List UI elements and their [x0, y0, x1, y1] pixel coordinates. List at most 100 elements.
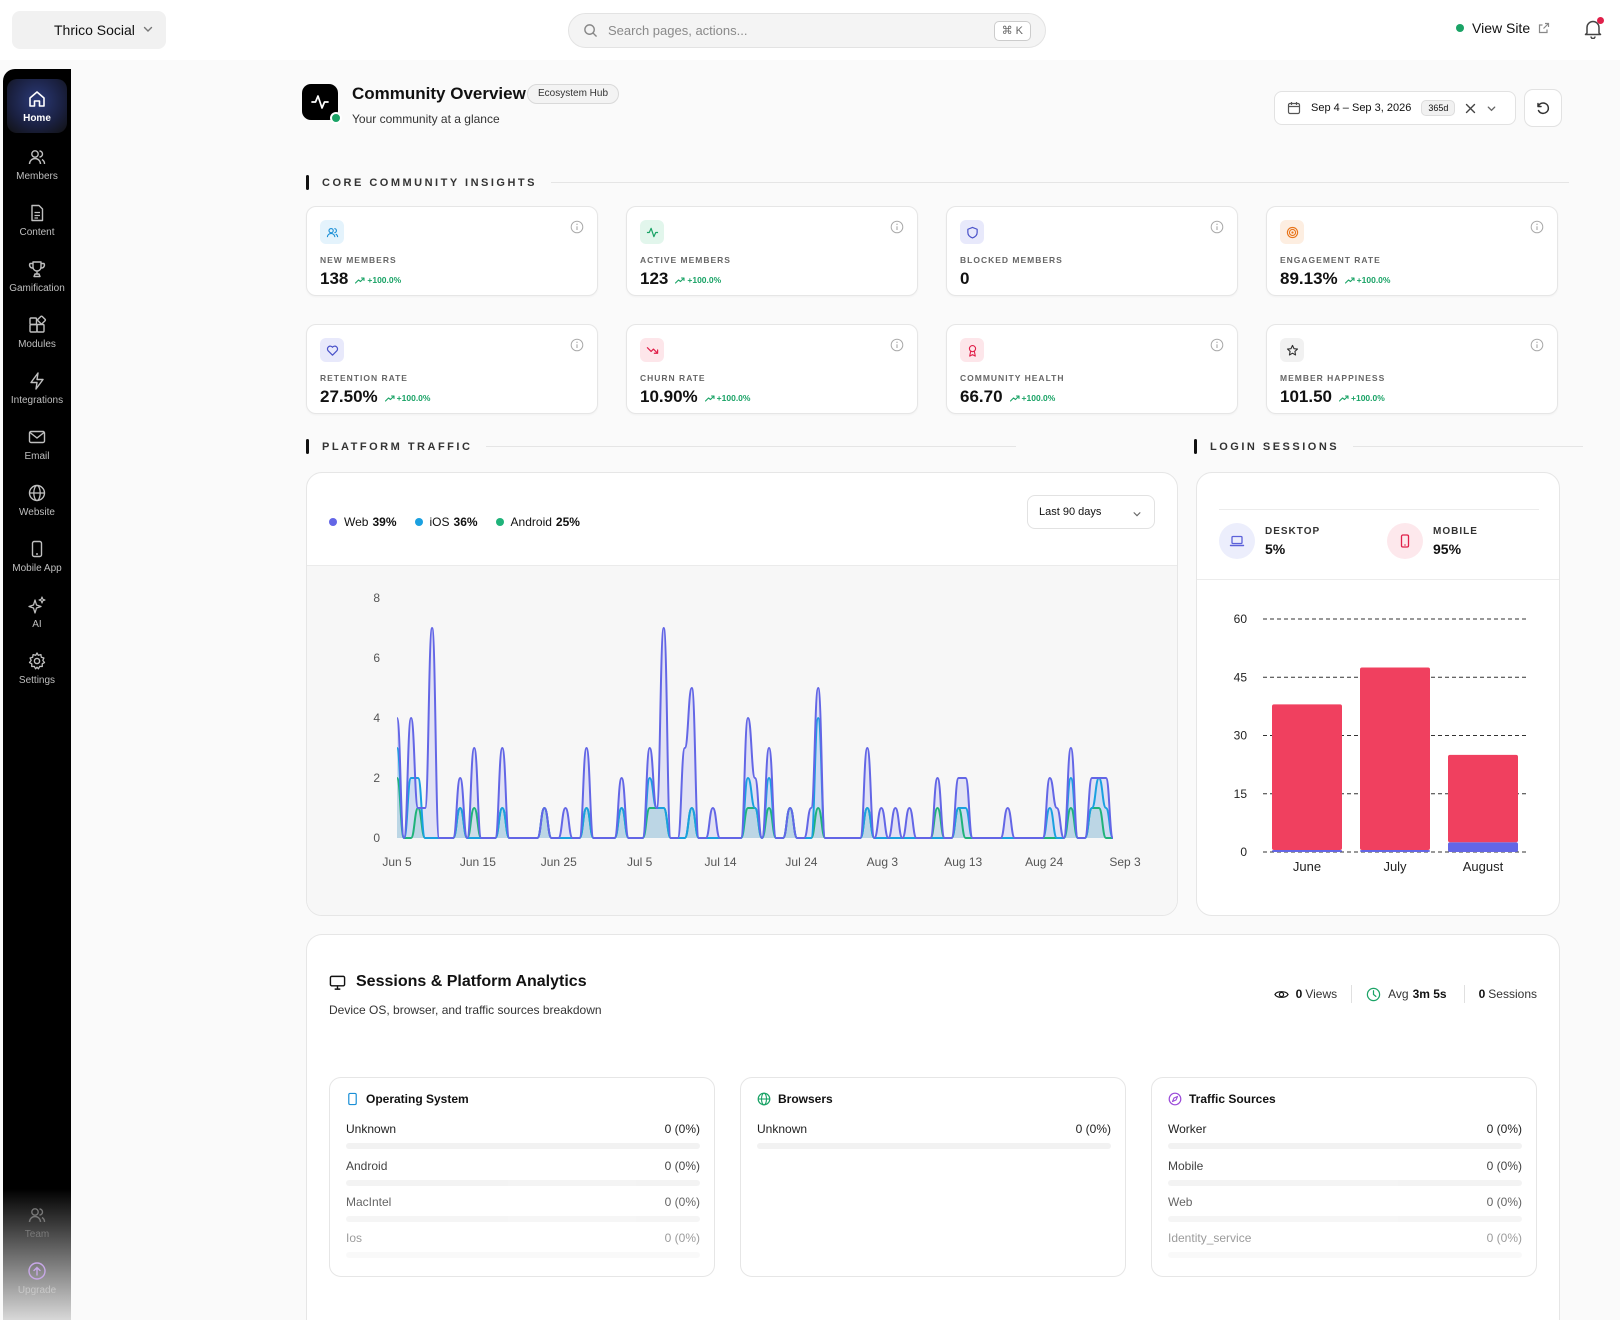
- info-icon[interactable]: [1530, 338, 1544, 352]
- legend-item-ios[interactable]: iOS 36%: [414, 515, 478, 529]
- avg-duration-metric: Avg 3m 5s: [1366, 987, 1450, 1002]
- desktop-label: DESKTOP: [1265, 525, 1321, 537]
- sidebar-item-modules[interactable]: Modules: [7, 305, 67, 359]
- stat-card-member-happiness[interactable]: MEMBER HAPPINESS 101.50 +100.0%: [1266, 324, 1558, 414]
- stat-value: 89.13%: [1280, 269, 1338, 288]
- bar-desktop-august: [1448, 842, 1518, 852]
- stat-card-community-health[interactable]: COMMUNITY HEALTH 66.70 +100.0%: [946, 324, 1238, 414]
- sidebar-item-label: Email: [24, 450, 50, 462]
- operating-system-card: Operating System Unknown 0 (0%) Android 0 …: [329, 1077, 715, 1277]
- search-bar[interactable]: Search pages, actions... ⌘ K: [568, 13, 1046, 48]
- analytics-title: Sessions & Platform Analytics: [356, 973, 587, 990]
- sidebar-item-label: Home: [23, 112, 51, 124]
- notifications-button[interactable]: [1584, 17, 1604, 39]
- legend-item-web[interactable]: Web 39%: [329, 515, 397, 529]
- sidebar-item-home[interactable]: Home: [7, 79, 67, 133]
- stat-value-row: 138 +100.0%: [320, 269, 401, 289]
- stat-card-blocked-members[interactable]: BLOCKED MEMBERS 0: [946, 206, 1238, 296]
- row-value: 0 (0%): [1486, 1195, 1522, 1209]
- sidebar-item-upgrade[interactable]: Upgrade: [7, 1251, 67, 1305]
- view-site-link[interactable]: View Site: [1456, 20, 1550, 36]
- sidebar-item-gamification[interactable]: Gamification: [7, 249, 67, 303]
- stat-value-row: 89.13% +100.0%: [1280, 269, 1390, 289]
- page-subtitle: Your community at a glance: [352, 112, 500, 126]
- row-name: Web: [1168, 1195, 1193, 1209]
- legend-item-android[interactable]: Android 25%: [495, 515, 580, 529]
- metric-divider: [1463, 985, 1465, 1003]
- stat-card-churn-rate[interactable]: CHURN RATE 10.90% +100.0%: [626, 324, 918, 414]
- info-icon[interactable]: [1210, 220, 1224, 234]
- workspace-switcher[interactable]: Thrico Social: [12, 11, 166, 49]
- stat-card-retention-rate[interactable]: RETENTION RATE 27.50% +100.0%: [306, 324, 598, 414]
- row-name: Worker: [1168, 1122, 1207, 1136]
- y-tick-label: 0: [1240, 845, 1247, 859]
- trend-value: +100.0%: [1021, 393, 1056, 403]
- home-icon: [27, 89, 47, 109]
- y-tick-label: 15: [1234, 787, 1248, 801]
- globe-icon: [27, 483, 47, 503]
- row-value: 0 (0%): [664, 1122, 700, 1136]
- info-icon[interactable]: [890, 220, 904, 234]
- sidebar-item-integrations[interactable]: Integrations: [7, 361, 67, 415]
- star-icon: [1280, 338, 1304, 362]
- trending-down-icon: [640, 338, 664, 362]
- document-icon: [27, 203, 47, 223]
- stat-trend: +100.0%: [1344, 275, 1390, 285]
- y-tick-label: 0: [373, 831, 380, 845]
- sessions-section-header: LOGIN SESSIONS: [1194, 439, 1584, 454]
- sessions-value: 0: [1478, 987, 1486, 1001]
- traffic-section-header: PLATFORM TRAFFIC: [306, 439, 1017, 454]
- card-header: Operating System: [346, 1092, 469, 1106]
- y-tick-label: 6: [373, 651, 380, 665]
- sidebar-item-website[interactable]: Website: [7, 473, 67, 527]
- row-value: 0 (0%): [664, 1159, 700, 1173]
- sidebar-item-label: Website: [19, 506, 55, 518]
- info-icon[interactable]: [570, 338, 584, 352]
- top-bar: Thrico Social Search pages, actions... ⌘…: [0, 0, 1620, 60]
- sidebar-item-label: Integrations: [10, 394, 64, 406]
- row-name: Android: [346, 1159, 388, 1173]
- compass-icon: [1168, 1092, 1189, 1106]
- info-icon[interactable]: [1210, 338, 1224, 352]
- sidebar-item-label: Modules: [18, 338, 56, 350]
- sidebar-item-mobile-app[interactable]: Mobile App: [7, 529, 67, 583]
- users-icon: [320, 220, 344, 244]
- date-range-picker[interactable]: Sep 4 – Sep 3, 2026 365d: [1274, 91, 1516, 125]
- card-header: Browsers: [757, 1092, 833, 1106]
- stat-label: ACTIVE MEMBERS: [640, 255, 731, 265]
- card-header: Traffic Sources: [1168, 1092, 1276, 1106]
- y-tick-label: 4: [373, 711, 380, 725]
- sidebar-item-email[interactable]: Email: [7, 417, 67, 471]
- sidebar-item-members[interactable]: Members: [7, 137, 67, 191]
- sidebar-item-ai[interactable]: AI: [7, 585, 67, 639]
- stat-card-engagement-rate[interactable]: ENGAGEMENT RATE 89.13% +100.0%: [1266, 206, 1558, 296]
- sidebar-item-label: Team: [24, 1228, 50, 1240]
- trending-up-icon: [384, 395, 395, 402]
- sidebar-item-content[interactable]: Content: [7, 193, 67, 247]
- progress-track: [346, 1180, 700, 1186]
- stat-trend: +100.0%: [1009, 393, 1056, 403]
- section-divider: [550, 182, 1569, 183]
- stat-value: 66.70: [960, 387, 1003, 406]
- y-tick-label: 8: [373, 591, 380, 605]
- sessions-label: Sessions: [1488, 987, 1537, 1001]
- stat-card-new-members[interactable]: NEW MEMBERS 138 +100.0%: [306, 206, 598, 296]
- refresh-button[interactable]: [1524, 89, 1562, 127]
- sidebar-item-team[interactable]: Team: [7, 1195, 67, 1249]
- time-range-select[interactable]: Last 90 days: [1027, 495, 1155, 529]
- section-marker: [306, 175, 309, 190]
- login-sessions-card: DESKTOP 5% MOBILE 95% 0 15 30 45 60 June July A…: [1196, 472, 1560, 916]
- info-icon[interactable]: [570, 220, 584, 234]
- views-label: Views: [1305, 987, 1338, 1001]
- stat-card-active-members[interactable]: ACTIVE MEMBERS 123 +100.0%: [626, 206, 918, 296]
- clear-date-icon[interactable]: [1465, 103, 1476, 114]
- progress-track: [1168, 1143, 1522, 1149]
- chevron-down-icon[interactable]: [1486, 103, 1497, 114]
- sidebar-item-settings[interactable]: Settings: [7, 641, 67, 695]
- x-tick-label: June: [1293, 859, 1321, 874]
- x-tick-label: Jun 25: [541, 855, 577, 869]
- legend-name: Android: [510, 515, 552, 529]
- info-icon[interactable]: [1530, 220, 1544, 234]
- trending-up-icon: [675, 277, 685, 284]
- info-icon[interactable]: [890, 338, 904, 352]
